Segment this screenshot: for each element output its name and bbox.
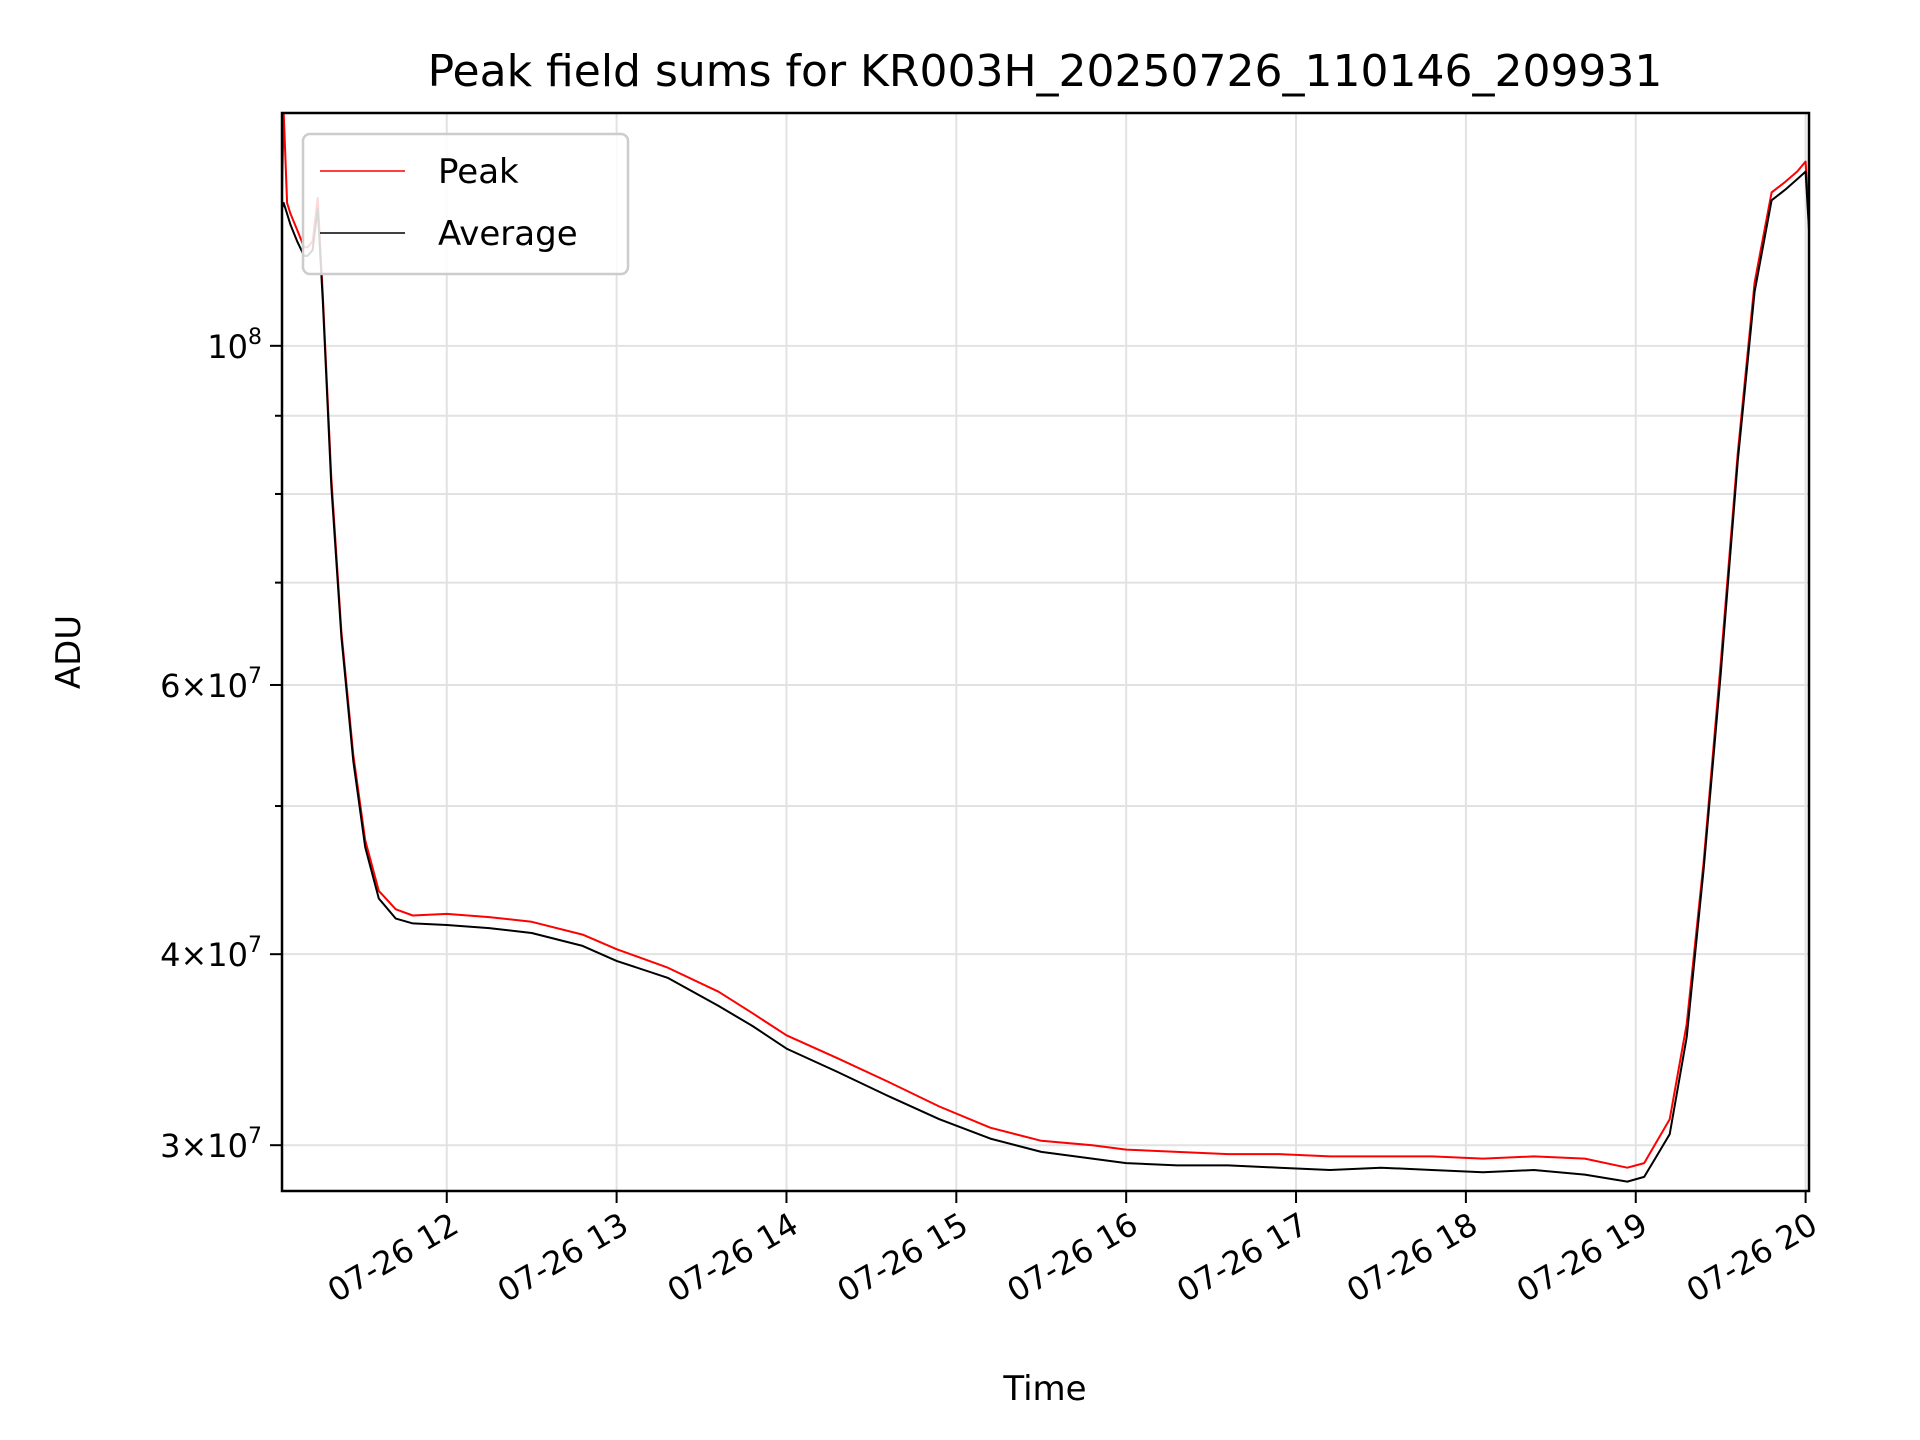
plot-series xyxy=(282,113,1809,1183)
chart-title: Peak field sums for KR003H_20250726_1101… xyxy=(428,46,1663,97)
legend-label-average: Average xyxy=(438,214,578,254)
grid-lines xyxy=(282,113,1809,1191)
legend-box xyxy=(301,132,630,276)
y-tick-label: 4×107 xyxy=(160,933,262,974)
y-axis-ticks: 3×107 4×107 6×107 108 xyxy=(160,325,282,1165)
plot-area-frame xyxy=(280,111,1811,1193)
x-axis-label: Time xyxy=(1002,1369,1086,1409)
legend-label-peak: Peak xyxy=(438,152,519,192)
legend: Peak Average xyxy=(301,132,630,276)
y-tick-label: 3×107 xyxy=(160,1124,262,1165)
y-tick-label: 108 xyxy=(207,325,262,366)
y-axis-label: ADU xyxy=(49,615,89,689)
series-line-average xyxy=(282,170,1809,1183)
y-tick-label: 6×107 xyxy=(160,664,262,705)
